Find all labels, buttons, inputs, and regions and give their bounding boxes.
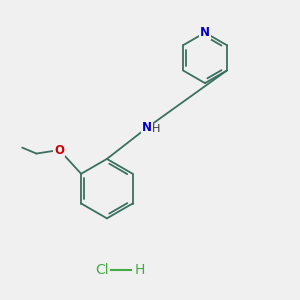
Text: Cl: Cl: [96, 263, 109, 278]
Text: H: H: [152, 124, 161, 134]
Text: N: N: [142, 121, 152, 134]
Text: O: O: [54, 143, 64, 157]
Text: N: N: [200, 26, 210, 39]
Text: H: H: [134, 263, 145, 278]
